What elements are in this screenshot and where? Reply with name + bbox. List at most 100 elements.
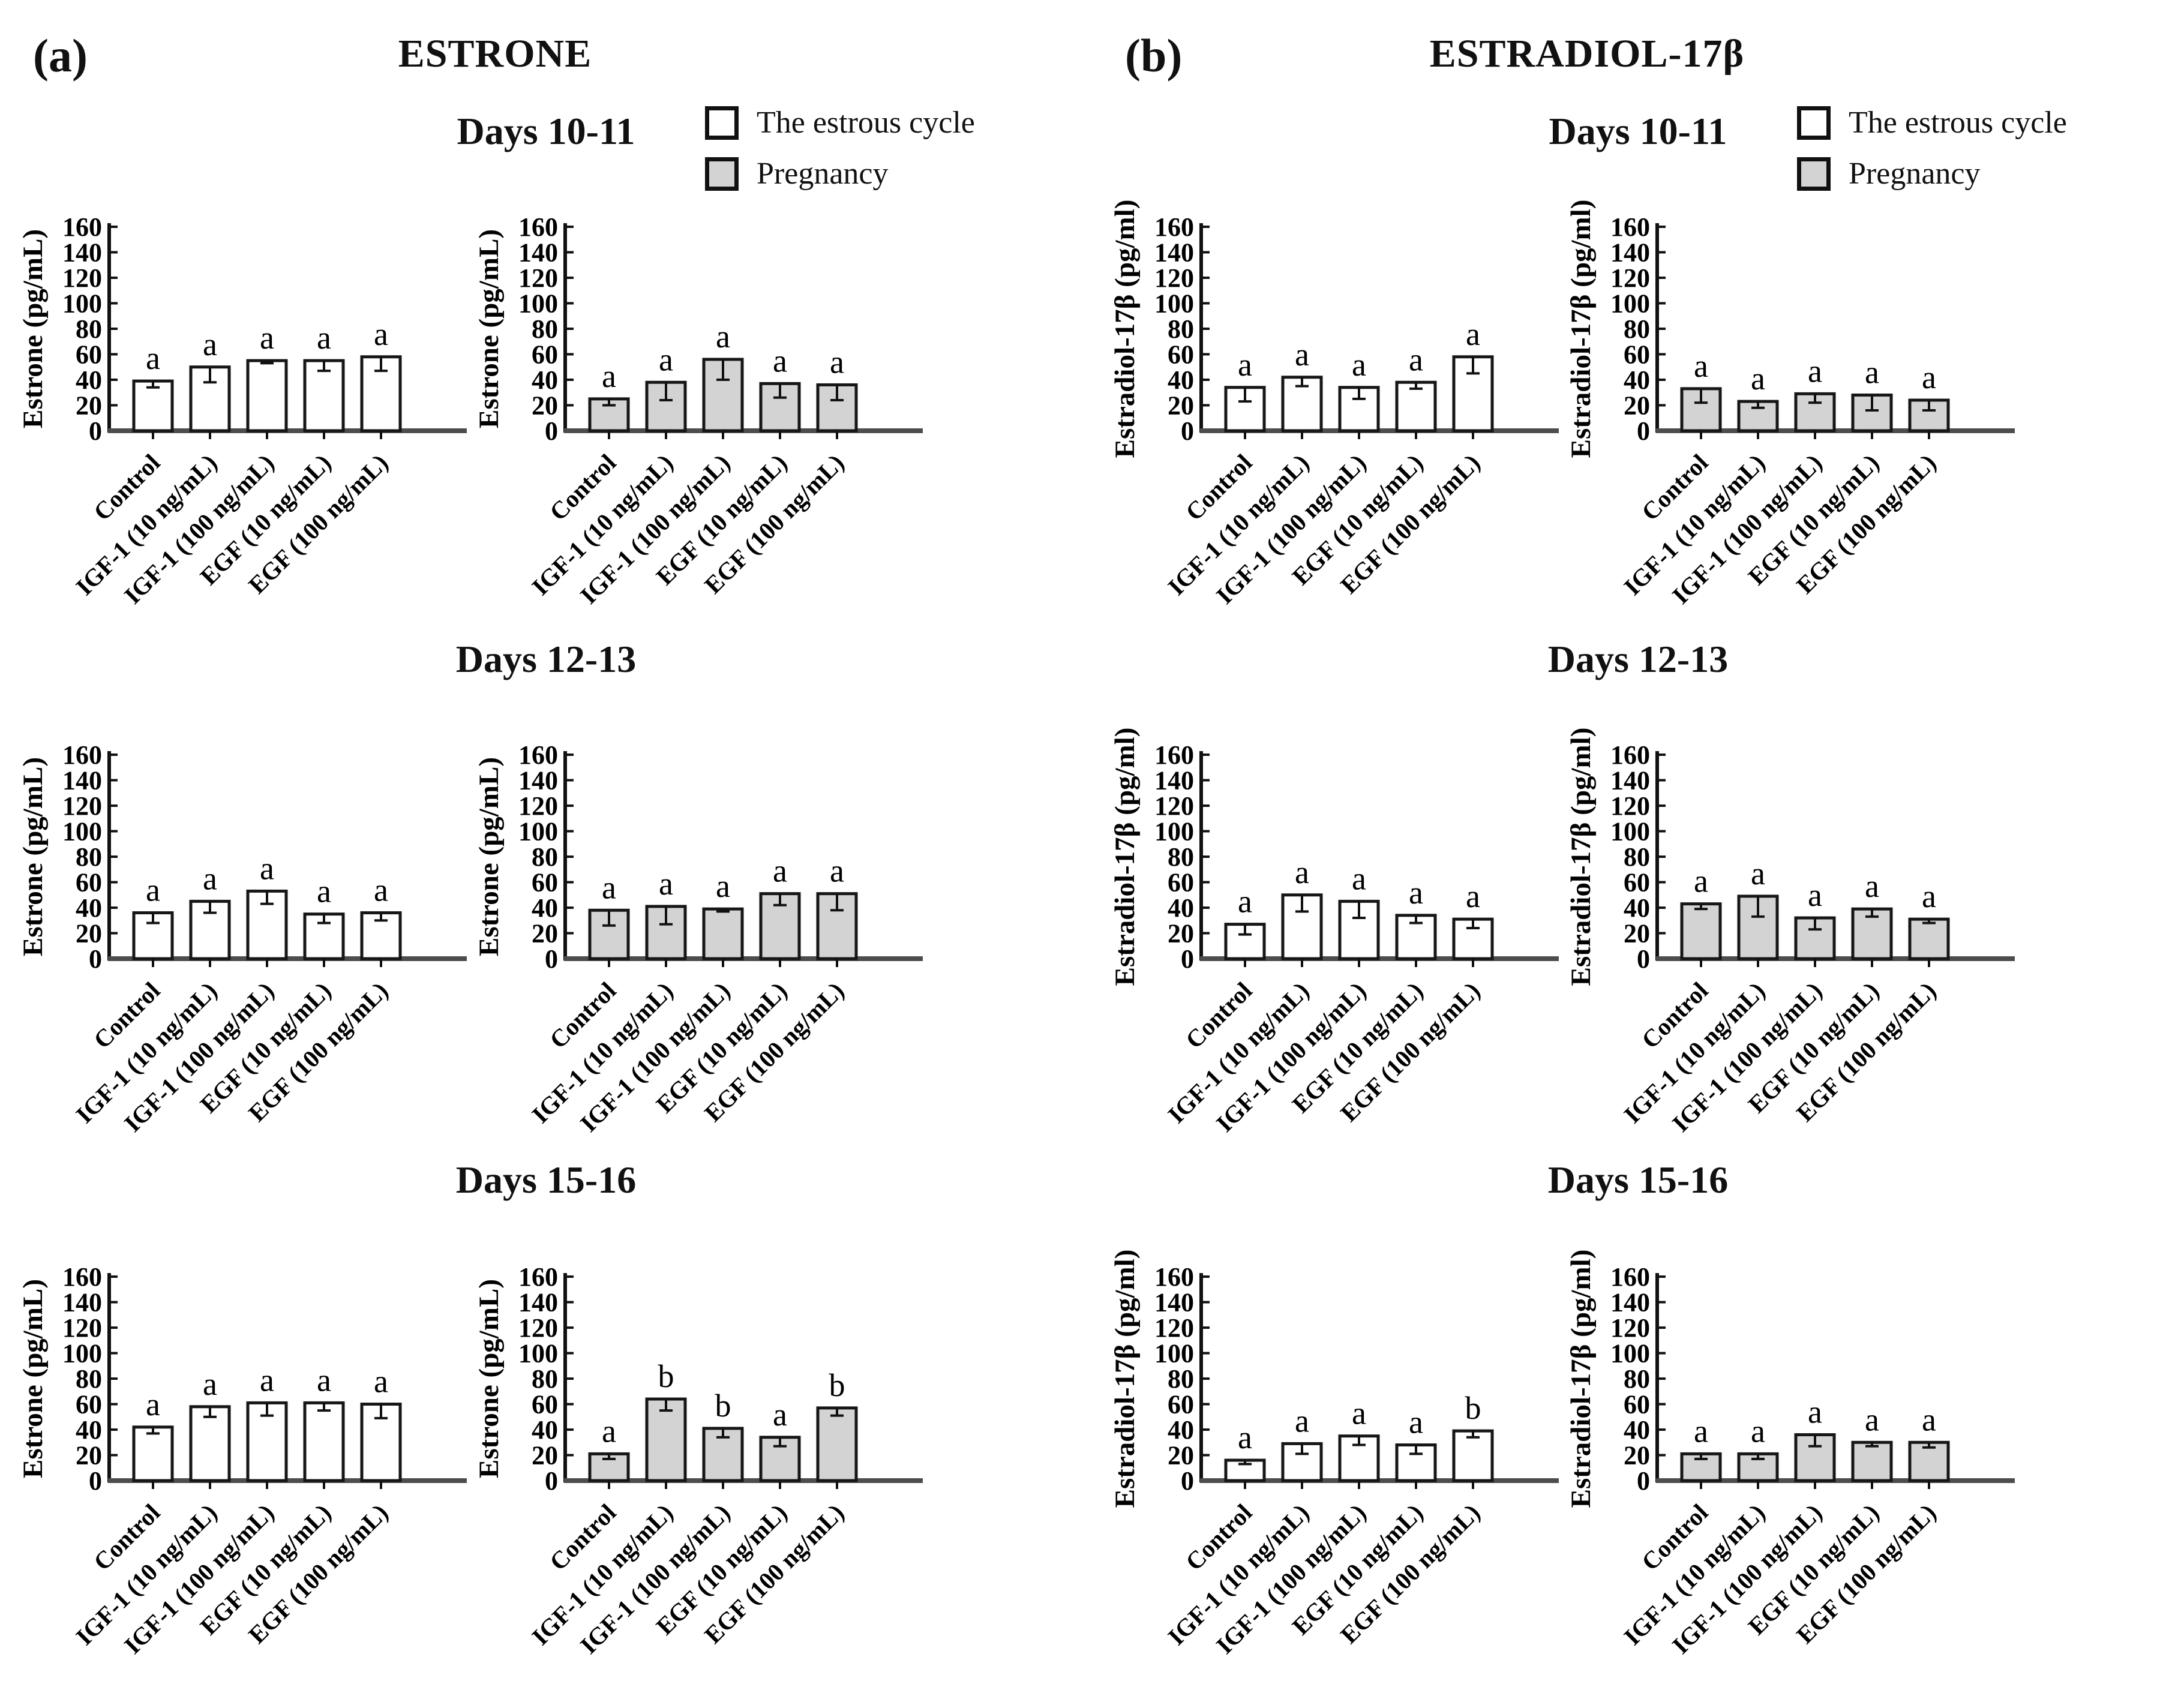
svg-text:Estrone (pg/mL): Estrone (pg/mL): [474, 1279, 505, 1478]
svg-text:a: a: [374, 316, 388, 352]
chart-b-days10-11-pregnancy: Estradiol-17β (pg/ml) 0 20 40 60 80 100 120 140 1…: [1565, 161, 2022, 629]
bar-chart-b-estrous: Estradiol-17β (pg/ml) 0204060801001201401…: [1109, 1250, 1559, 1659]
svg-text:20: 20: [1624, 1441, 1650, 1470]
svg-text:b: b: [1465, 1390, 1481, 1426]
svg-text:80: 80: [1168, 314, 1194, 344]
svg-text:140: 140: [518, 766, 558, 796]
svg-text:a: a: [146, 872, 160, 908]
svg-text:80: 80: [1624, 1364, 1650, 1394]
svg-text:0: 0: [545, 1466, 558, 1496]
svg-text:Estrone (pg/mL): Estrone (pg/mL): [18, 229, 49, 428]
svg-text:60: 60: [1168, 868, 1194, 897]
svg-text:20: 20: [1168, 919, 1194, 948]
svg-text:a: a: [1409, 341, 1423, 377]
svg-text:80: 80: [76, 842, 102, 872]
svg-text:20: 20: [1624, 919, 1650, 948]
svg-text:80: 80: [1168, 1364, 1194, 1394]
svg-text:140: 140: [1610, 1288, 1650, 1317]
svg-text:a: a: [1694, 863, 1708, 899]
svg-text:a: a: [1808, 353, 1822, 389]
svg-text:120: 120: [62, 1313, 102, 1343]
svg-text:a: a: [146, 1386, 160, 1422]
svg-text:0: 0: [89, 944, 102, 974]
svg-text:40: 40: [76, 365, 102, 395]
svg-text:Estrone (pg/mL): Estrone (pg/mL): [18, 1279, 49, 1478]
svg-text:160: 160: [1154, 1262, 1194, 1292]
svg-text:a: a: [203, 860, 217, 896]
svg-text:Estradiol-17β (pg/ml): Estradiol-17β (pg/ml): [1566, 1250, 1597, 1508]
svg-text:120: 120: [1610, 263, 1650, 293]
svg-text:a: a: [1295, 337, 1309, 373]
svg-text:20: 20: [532, 391, 558, 421]
svg-text:100: 100: [1154, 1339, 1194, 1368]
svg-text:a: a: [1238, 347, 1252, 383]
bar-chart-b-pregnancy: Estradiol-17β (pg/ml) 0204060801001201401…: [1565, 1250, 2015, 1659]
svg-text:a: a: [1922, 359, 1936, 395]
svg-text:20: 20: [1168, 1441, 1194, 1470]
svg-text:b: b: [658, 1358, 674, 1394]
chart-a-days10-11-estrous: Estrone (pg/mL) 0 20 40 60 80 100 120 140 160 a Con…: [17, 161, 474, 629]
svg-text:a: a: [317, 320, 331, 356]
svg-text:120: 120: [1610, 791, 1650, 821]
bar-chart-a-pregnancy: Estrone (pg/mL)020406080100120140160aCon…: [473, 212, 923, 610]
svg-text:100: 100: [1154, 817, 1194, 846]
svg-text:a: a: [716, 319, 730, 355]
panel-b-title: ESTRADIOL-17β: [1429, 32, 1745, 76]
bar-chart-b-pregnancy: Estradiol-17β (pg/ml) 0204060801001201401…: [1565, 200, 2015, 610]
svg-text:20: 20: [532, 1441, 558, 1470]
bar-chart-b-pregnancy: Estradiol-17β (pg/ml) 0204060801001201401…: [1565, 728, 2015, 1137]
legend-item-estrous-cycle: The estrous cycle: [705, 105, 975, 140]
legend-item-pregnancy: Pregnancy: [1797, 156, 2067, 191]
svg-text:160: 160: [62, 212, 102, 242]
panel-a-row3-title: Days 15-16: [455, 1158, 637, 1201]
svg-text:a: a: [260, 1362, 274, 1398]
svg-text:a: a: [1466, 316, 1480, 352]
svg-text:a: a: [1808, 877, 1822, 913]
svg-text:140: 140: [518, 238, 558, 268]
svg-text:140: 140: [1154, 1288, 1194, 1317]
svg-text:a: a: [1694, 1413, 1708, 1449]
chart-a-days10-11-pregnancy: Estrone (pg/mL) 0 20 40 60 80 100 120 140 160 a Con…: [473, 161, 930, 629]
svg-text:a: a: [716, 868, 730, 904]
legend-label: Pregnancy: [757, 157, 889, 191]
svg-text:140: 140: [1154, 766, 1194, 796]
estrous-cycle-swatch-icon: [705, 106, 739, 140]
svg-text:a: a: [773, 1397, 787, 1433]
estrous-cycle-swatch-icon: [1797, 106, 1831, 140]
svg-text:0: 0: [89, 416, 102, 446]
svg-text:120: 120: [62, 791, 102, 821]
panel-b-row2-title: Days 12-13: [1547, 638, 1729, 680]
svg-text:a: a: [1922, 878, 1936, 914]
svg-text:120: 120: [518, 791, 558, 821]
svg-text:0: 0: [1181, 944, 1194, 974]
svg-text:120: 120: [1154, 1313, 1194, 1343]
svg-text:Estrone (pg/mL): Estrone (pg/mL): [18, 757, 49, 956]
legend-label: Pregnancy: [1849, 157, 1981, 191]
svg-text:40: 40: [1168, 1415, 1194, 1445]
svg-text:a: a: [146, 340, 160, 376]
svg-text:60: 60: [1624, 868, 1650, 897]
svg-text:120: 120: [518, 263, 558, 293]
svg-text:b: b: [715, 1388, 731, 1424]
legend-label: The estrous cycle: [757, 106, 975, 140]
svg-text:a: a: [1295, 1403, 1309, 1439]
svg-text:0: 0: [1181, 416, 1194, 446]
bar-chart-a-estrous: Estrone (pg/mL)020406080100120140160aCon…: [17, 740, 467, 1137]
svg-text:0: 0: [545, 416, 558, 446]
legend-item-pregnancy: Pregnancy: [705, 156, 975, 191]
svg-text:a: a: [1922, 1401, 1936, 1437]
svg-text:80: 80: [1624, 842, 1650, 872]
svg-text:60: 60: [1168, 340, 1194, 370]
svg-text:a: a: [374, 872, 388, 908]
bar-chart-b-estrous: Estradiol-17β (pg/ml) 0204060801001201401…: [1109, 200, 1559, 610]
svg-text:100: 100: [1154, 289, 1194, 319]
svg-text:0: 0: [1637, 1466, 1650, 1496]
svg-text:a: a: [1409, 1404, 1423, 1440]
svg-text:Estradiol-17β (pg/ml): Estradiol-17β (pg/ml): [1110, 1250, 1141, 1508]
svg-text:a: a: [602, 358, 616, 394]
svg-text:Estradiol-17β (pg/ml): Estradiol-17β (pg/ml): [1566, 728, 1597, 986]
chart-b-days12-13-estrous: Estradiol-17β (pg/ml) 0 20 40 60 80 100 120 140 1…: [1109, 689, 1566, 1157]
svg-text:0: 0: [545, 944, 558, 974]
svg-text:40: 40: [532, 365, 558, 395]
